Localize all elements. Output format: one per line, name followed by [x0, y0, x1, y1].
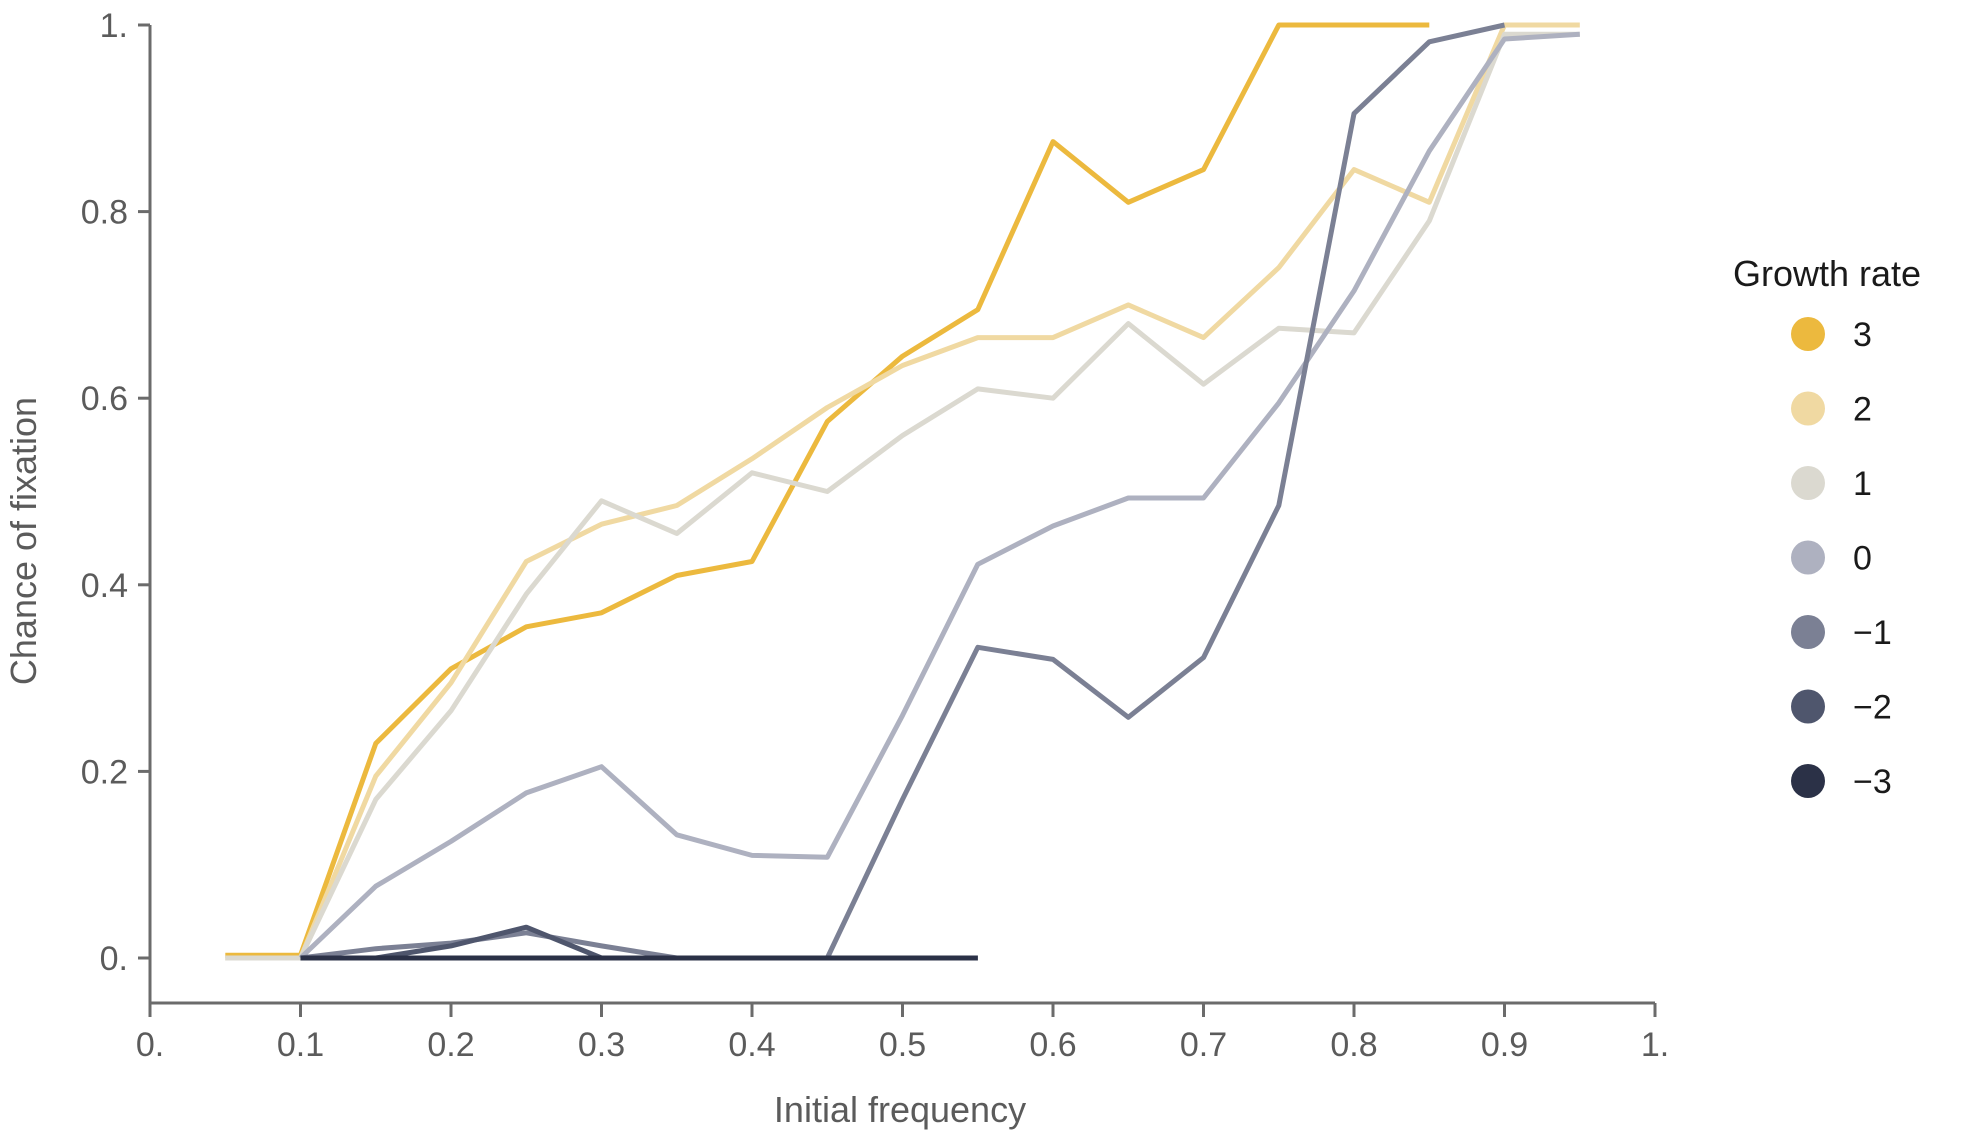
y-tick-label: 0.8	[81, 194, 128, 232]
y-axis-ticks: 0. 0.2 0.4 0.6 0.8 1.	[81, 7, 150, 978]
y-axis-title: Chance of fixation	[3, 397, 44, 685]
y-tick-label: 1.	[100, 7, 128, 45]
x-tick-label: 0.2	[427, 1026, 474, 1064]
y-tick-label: 0.6	[81, 380, 128, 418]
x-axis-title: Initial frequency	[774, 1089, 1026, 1130]
series-line-0	[298, 31, 1580, 960]
legend-swatch	[1791, 689, 1825, 724]
axes	[148, 25, 1655, 1005]
legend-swatch	[1791, 391, 1825, 426]
x-axis-ticks: 0. 0.1 0.2 0.3 0.4 0.5 0.6 0.7 0.8 0.9 1.	[136, 1003, 1669, 1064]
y-tick-label: 0.	[100, 940, 128, 978]
legend-swatch	[1791, 615, 1825, 649]
series-line-minus1	[300, 22, 1506, 961]
x-tick-label: 0.3	[578, 1026, 625, 1064]
legend-label: 3	[1853, 316, 1872, 354]
legend-title: Growth rate	[1733, 253, 1921, 294]
legend-swatch	[1791, 317, 1825, 351]
legend-label: −2	[1853, 689, 1892, 727]
x-tick-label: 0.9	[1481, 1026, 1528, 1064]
series-line-2	[225, 22, 1580, 961]
x-tick-label: 0.1	[277, 1026, 324, 1064]
series-layer	[225, 22, 1580, 961]
legend-swatch	[1791, 540, 1825, 575]
x-tick-label: 0.4	[728, 1026, 775, 1064]
legend-swatch	[1791, 764, 1825, 798]
legend-label: −3	[1853, 763, 1892, 801]
legend-label: 1	[1853, 465, 1872, 503]
legend: Growth rate 3 2 1 0 −1 −2 −3	[1733, 253, 1921, 801]
x-tick-label: 0.6	[1029, 1026, 1076, 1064]
x-tick-label: 1.	[1641, 1026, 1669, 1064]
x-tick-label: 0.	[136, 1026, 164, 1064]
y-tick-label: 0.4	[81, 567, 128, 605]
legend-label: −1	[1853, 614, 1892, 652]
legend-swatch	[1791, 466, 1825, 500]
legend-label: 0	[1853, 540, 1872, 578]
x-tick-label: 0.5	[879, 1026, 926, 1064]
legend-items: 3 2 1 0 −1 −2 −3	[1791, 316, 1892, 801]
series-line-3	[225, 22, 1430, 958]
y-tick-label: 0.2	[81, 753, 128, 791]
x-tick-label: 0.7	[1180, 1026, 1227, 1064]
series-line-1	[225, 31, 1580, 961]
legend-label: 2	[1853, 391, 1872, 429]
x-tick-label: 0.8	[1330, 1026, 1377, 1064]
